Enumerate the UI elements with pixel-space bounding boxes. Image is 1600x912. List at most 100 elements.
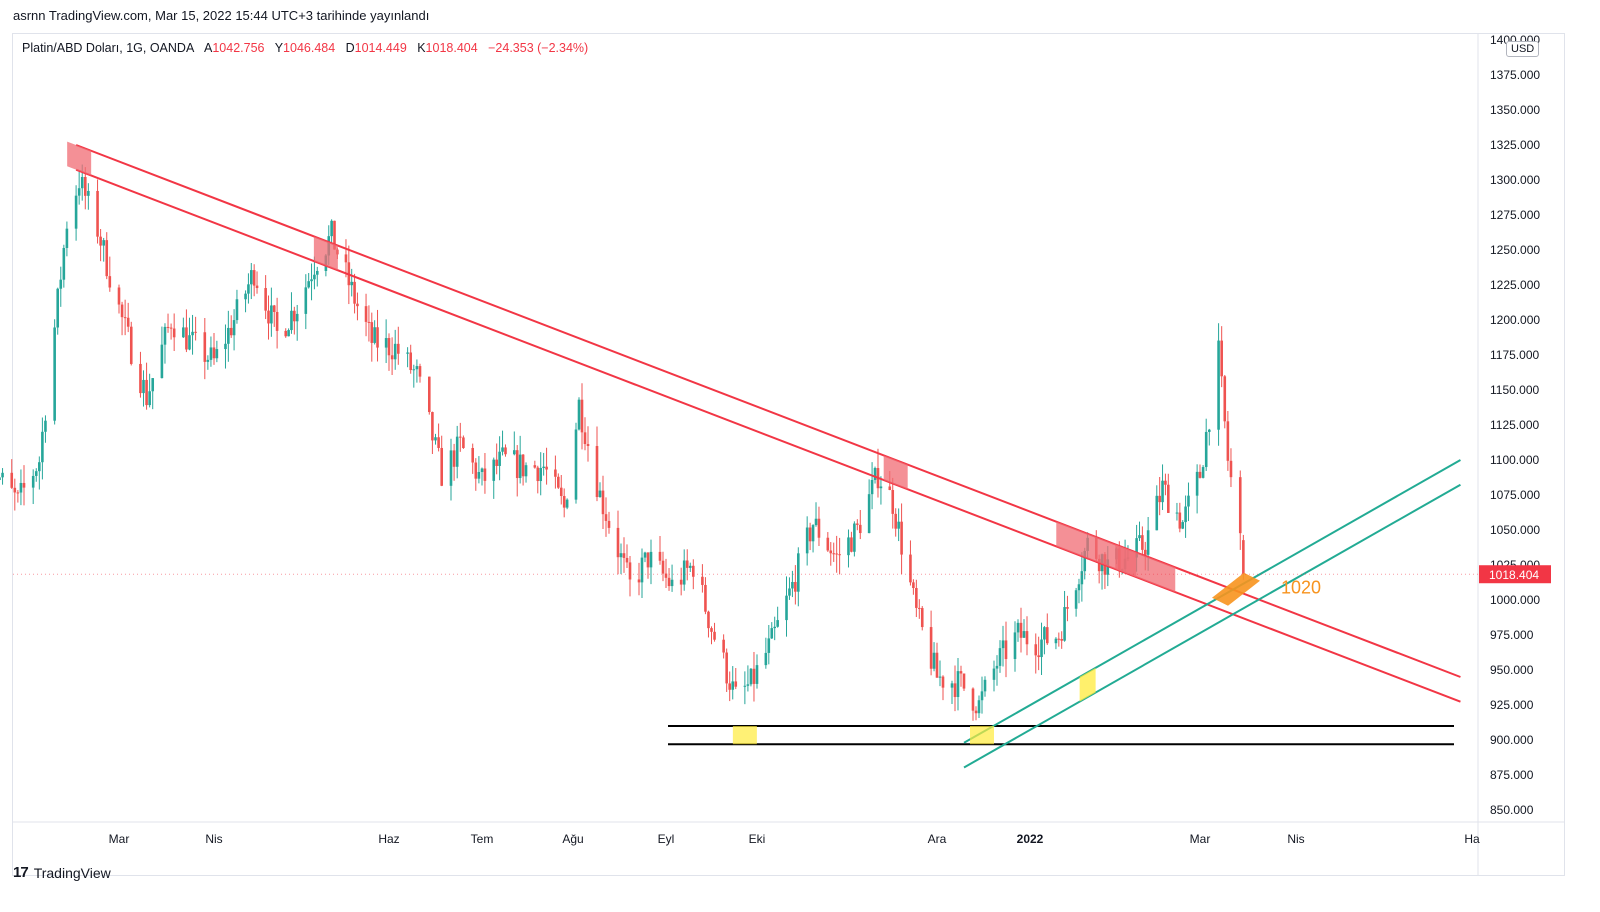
candle-body	[1022, 631, 1026, 638]
candle-body	[1057, 638, 1061, 640]
candle-body	[814, 518, 818, 526]
candle-body	[873, 468, 877, 480]
candle-body	[370, 322, 374, 343]
candle-body	[108, 276, 112, 288]
candle-body	[734, 681, 738, 687]
candle-body	[962, 673, 966, 689]
candle-body	[847, 537, 850, 556]
x-tick-label: Haz	[378, 832, 399, 846]
candle-body	[1, 472, 4, 478]
candle-body	[264, 288, 267, 311]
candle-body	[811, 525, 815, 542]
y-tick-label: 1275.000	[1490, 208, 1540, 222]
candle-body	[387, 338, 391, 356]
candle-body	[542, 466, 545, 468]
x-tick-label: Eki	[749, 832, 766, 846]
candle-body	[96, 190, 99, 237]
candle-body	[1195, 471, 1199, 496]
footer-brand[interactable]: TradingView	[33, 864, 111, 881]
candle-body	[595, 446, 599, 498]
x-tick-label: Tem	[471, 832, 494, 846]
candle-body	[194, 331, 197, 333]
candle-body	[1043, 627, 1046, 640]
candle-body	[835, 553, 838, 555]
y-tick-label: 1075.000	[1490, 488, 1540, 502]
candle-body	[1161, 480, 1164, 503]
candle-body	[900, 521, 903, 555]
candle-body	[492, 459, 496, 481]
candle-body	[950, 683, 954, 688]
candle-body	[409, 352, 412, 371]
symbol-title[interactable]: Platin/ABD Doları, 1G, OANDA	[22, 41, 195, 55]
candle-body	[743, 685, 747, 687]
candle-body	[272, 305, 276, 312]
candle-body	[477, 472, 481, 479]
candle-body	[932, 652, 936, 669]
candle-body	[1155, 495, 1159, 531]
candle-body	[788, 588, 791, 596]
close-label: K	[417, 41, 426, 55]
candle-body	[434, 437, 437, 441]
candle-body	[418, 366, 422, 377]
candle-body	[169, 327, 173, 329]
candle-body	[172, 328, 176, 338]
candle-body	[1229, 460, 1233, 478]
candle-body	[255, 285, 259, 289]
resistance-touch-highlight	[883, 455, 908, 490]
x-tick-label: Nis	[205, 832, 222, 846]
candle-body	[1040, 639, 1043, 658]
candle-body	[350, 281, 354, 286]
candle-body	[1158, 495, 1161, 503]
candle-body	[344, 254, 348, 263]
candle-body	[794, 581, 797, 592]
candle-body	[145, 379, 148, 406]
candle-body	[270, 305, 273, 324]
candle-body	[22, 482, 26, 488]
currency-button[interactable]: USD	[1506, 41, 1540, 57]
candle-body	[1181, 522, 1185, 529]
candle-body	[685, 560, 689, 568]
candle-body	[682, 560, 686, 585]
candle-body	[415, 366, 419, 370]
chart-frame	[12, 33, 1565, 876]
candle-body	[1187, 495, 1190, 507]
candle-body	[646, 552, 650, 568]
resistance-channel-lower-line	[75, 168, 1461, 703]
y-tick-label: 875.000	[1490, 768, 1534, 782]
candle-body	[722, 639, 725, 653]
candle-body	[515, 450, 519, 479]
candle-body	[249, 270, 253, 285]
candle-body	[583, 432, 587, 445]
candle-body	[431, 412, 434, 441]
candle-body	[574, 429, 578, 500]
candle-body	[142, 379, 145, 394]
candle-body	[912, 582, 915, 589]
candle-body	[62, 247, 66, 280]
y-tick-label: 1050.000	[1490, 523, 1540, 537]
y-tick-label: 925.000	[1490, 698, 1534, 712]
candle-body	[749, 668, 753, 685]
candle-body	[664, 573, 668, 578]
candle-body	[330, 220, 333, 237]
candle-body	[565, 499, 569, 508]
candle-body	[87, 190, 90, 196]
y-tick-label: 950.000	[1490, 663, 1534, 677]
candle-body	[998, 648, 1002, 666]
candle-body	[670, 579, 674, 587]
candle-body	[767, 638, 771, 653]
candle-body	[1242, 540, 1245, 575]
candle-body	[304, 287, 308, 314]
candle-body	[755, 665, 759, 684]
candle-body	[704, 584, 707, 612]
x-tick-label: Ağu	[562, 832, 583, 846]
candle-body	[376, 327, 379, 348]
candle-body	[661, 560, 665, 574]
candle-body	[604, 514, 608, 521]
y-tick-label: 1375.000	[1490, 68, 1540, 82]
candle-body	[637, 579, 641, 583]
candle-body	[406, 352, 409, 354]
candles-group	[0, 164, 1245, 721]
candle-body	[215, 349, 219, 359]
candle-body	[1066, 607, 1069, 609]
